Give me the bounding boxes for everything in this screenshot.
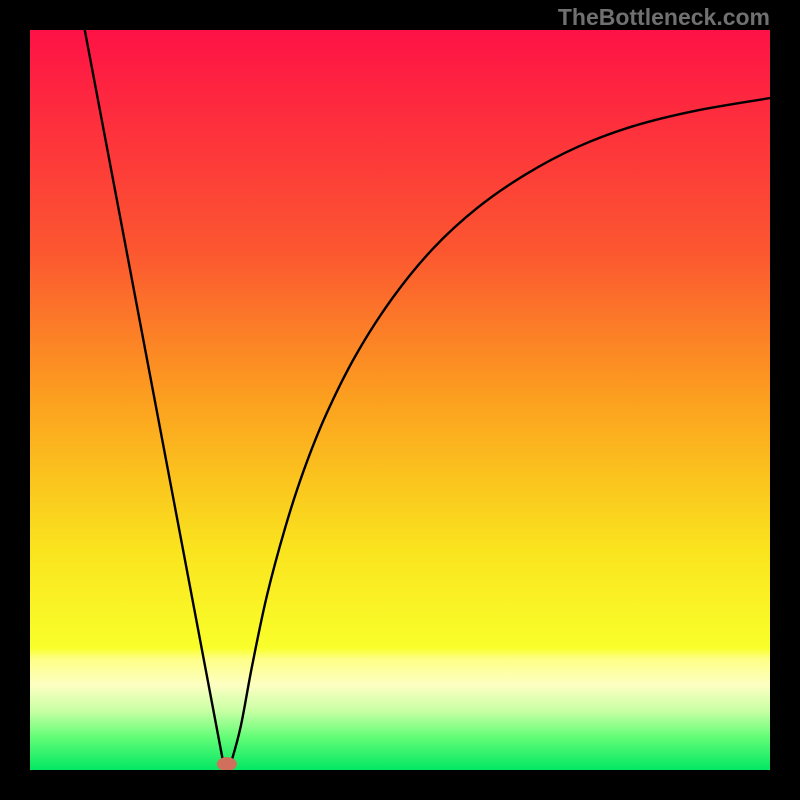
gradient-background (30, 30, 770, 770)
bottleneck-curve-plot (30, 30, 770, 770)
watermark-text: TheBottleneck.com (558, 4, 770, 31)
